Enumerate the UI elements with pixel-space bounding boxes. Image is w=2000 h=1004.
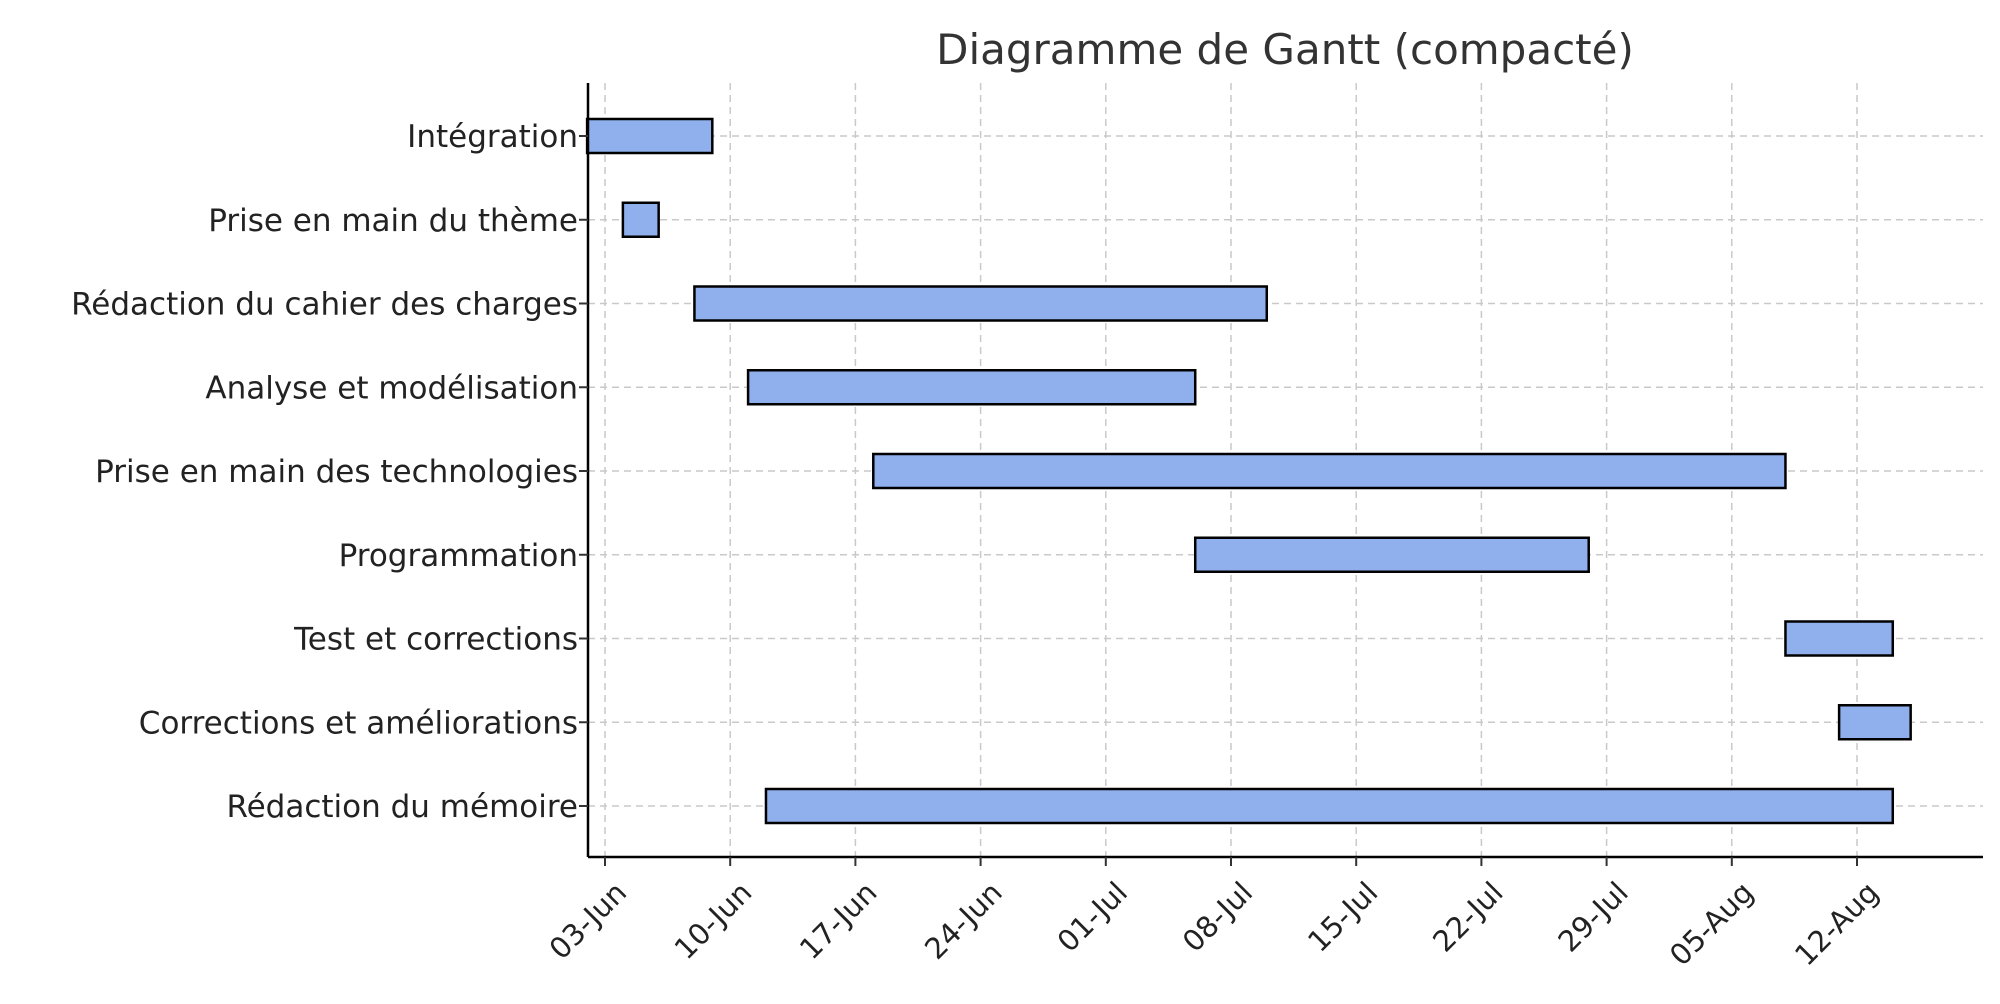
task-bar [621,201,660,238]
task-bar [1784,620,1895,657]
task-label: Prise en main du thème [208,203,578,239]
x-tick-label: 01-Jul [1051,875,1134,958]
task-label: Rédaction du mémoire [226,789,578,825]
task-bar [585,117,714,155]
task-bar [693,285,1269,322]
task-label: Test et corrections [293,622,578,658]
task-label: Analyse et modélisation [205,370,578,406]
x-tick-label: 05-Aug [1663,875,1760,972]
task-bar [1837,704,1912,741]
task-label: Intégration [407,119,578,155]
task-label: Corrections et améliorations [139,705,578,741]
chart-title: Diagramme de Gantt (compacté) [936,25,1634,74]
x-tick-label: 12-Aug [1788,875,1885,972]
x-tick-label: 24-Jun [918,875,1009,966]
task-bar [746,369,1197,406]
task-bar [764,787,1895,825]
x-tick-label: 29-Jul [1551,875,1634,958]
x-tick-label: 03-Jun [542,875,633,966]
x-tick-label: 17-Jun [793,875,884,966]
x-tick-label: 15-Jul [1301,875,1384,958]
x-tick-label: 08-Jul [1176,875,1259,958]
task-bar [872,452,1787,490]
task-label: Prise en main des technologies [95,454,578,490]
x-tick-label: 22-Jul [1426,875,1509,958]
task-label: Programmation [339,538,578,574]
x-tick-label: 10-Jun [668,875,759,966]
task-label: Rédaction du cahier des charges [71,287,578,323]
ticks-layer [579,135,1858,866]
bars-layer [585,117,1912,825]
labels-layer: 03-Jun 10-Jun 17-Jun 24-Jun 01-Jul 08-Jul 15-J… [71,119,1885,972]
task-bar [1193,536,1590,573]
